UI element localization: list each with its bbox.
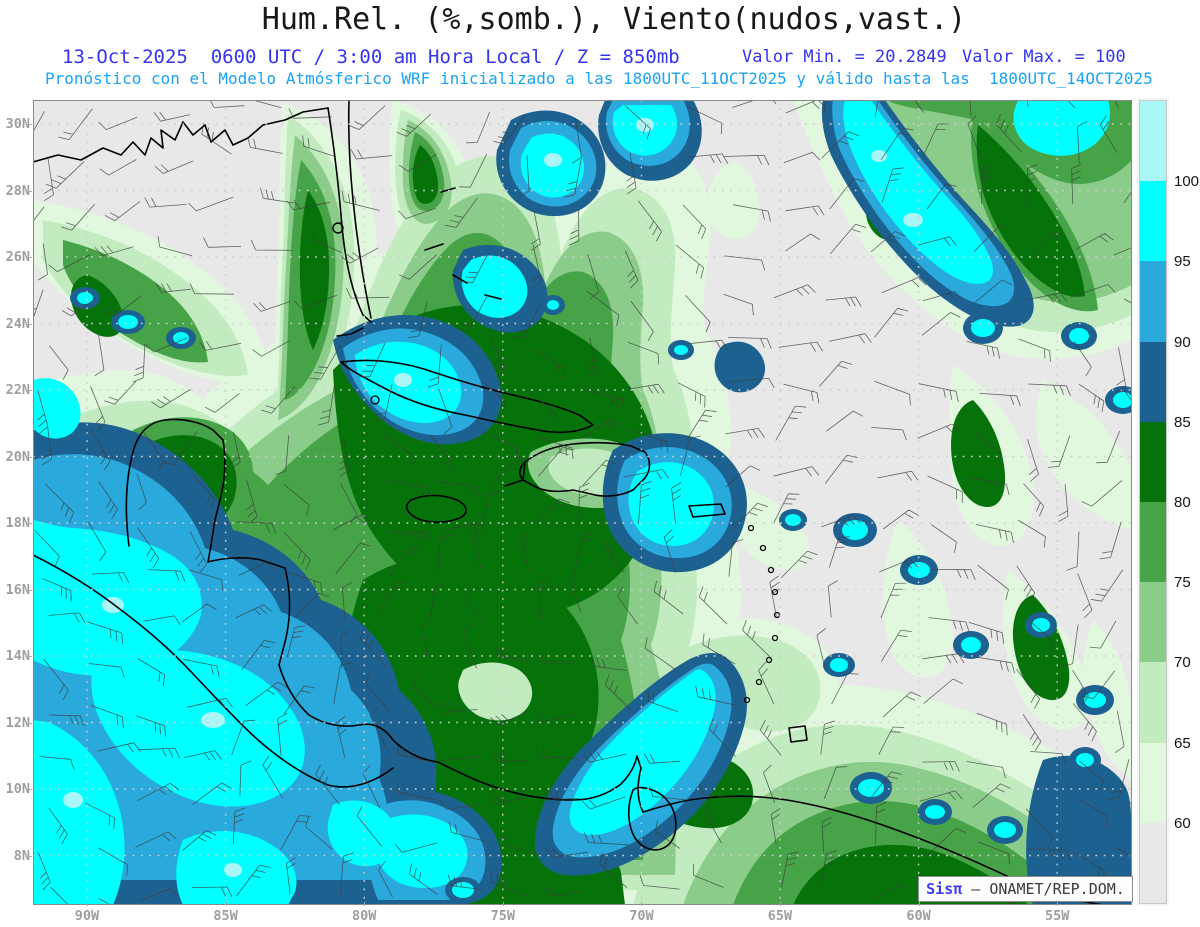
lat-tick-label: 24N bbox=[5, 315, 30, 332]
map-frame bbox=[33, 100, 1132, 905]
colorbar-segment bbox=[1140, 822, 1166, 903]
colorbar-tick-label: 70 bbox=[1174, 654, 1191, 672]
lat-tick-mark bbox=[28, 323, 32, 325]
colorbar-segment bbox=[1140, 501, 1166, 583]
contour-fills bbox=[33, 100, 1132, 905]
map-area bbox=[33, 100, 1132, 905]
lat-tick-label: 18N bbox=[5, 515, 30, 531]
humidity-wind-map bbox=[33, 100, 1132, 905]
colorbar-segment bbox=[1140, 421, 1166, 502]
colorbar-segment bbox=[1140, 742, 1166, 823]
lat-tick-mark bbox=[28, 124, 32, 125]
lat-tick-mark bbox=[28, 589, 32, 591]
lat-tick-label: 10N bbox=[5, 781, 30, 797]
lon-tick-mark bbox=[1057, 902, 1059, 906]
lon-tick-mark bbox=[502, 902, 504, 906]
attribution-box: Sisπ – ONAMET/REP.DOM. bbox=[918, 876, 1133, 902]
lon-tick-label: 55W bbox=[1044, 908, 1070, 924]
subtitle-row: 13-Oct-2025 0600 UTC / 3:00 am Hora Loca… bbox=[0, 46, 1200, 68]
colorbar-tick-label: 65 bbox=[1174, 734, 1191, 752]
datetime-label: 13-Oct-2025 0600 UTC / 3:00 am Hora Loca… bbox=[62, 46, 680, 68]
lat-tick-label: 22N bbox=[5, 382, 30, 398]
colorbar-tick-label: 80 bbox=[1174, 494, 1191, 511]
lat-tick-mark bbox=[28, 722, 32, 724]
lon-tick-label: 75W bbox=[490, 908, 515, 924]
lon-tick-label: 65W bbox=[767, 908, 793, 924]
lat-tick-label: 12N bbox=[5, 714, 30, 731]
lon-tick-mark bbox=[641, 902, 643, 906]
lon-tick-mark bbox=[780, 902, 781, 906]
lon-tick-mark bbox=[364, 902, 366, 906]
lon-tick-label: 90W bbox=[74, 908, 100, 924]
lon-tick-mark bbox=[225, 902, 227, 906]
lat-tick-label: 20N bbox=[5, 448, 30, 465]
lat-tick-label: 30N bbox=[5, 116, 30, 132]
lat-tick-mark bbox=[28, 456, 32, 458]
grid-lines bbox=[33, 100, 1132, 905]
lat-tick-label: 8N bbox=[13, 847, 30, 864]
lat-tick-mark bbox=[28, 190, 32, 192]
colorbar-tick-label: 90 bbox=[1174, 333, 1191, 351]
lat-tick-mark bbox=[28, 390, 32, 391]
wind-barbs bbox=[33, 100, 1132, 905]
colorbar-tick-label: 85 bbox=[1174, 413, 1191, 431]
colorbar-segment bbox=[1140, 261, 1166, 342]
lat-tick-mark bbox=[28, 789, 32, 790]
lat-tick-mark bbox=[28, 257, 32, 258]
lon-tick-label: 60W bbox=[906, 908, 931, 924]
colorbar-segment bbox=[1140, 662, 1166, 743]
colorbar-segment bbox=[1140, 582, 1166, 663]
colorbar-segment bbox=[1140, 341, 1166, 422]
colorbar-tick-label: 95 bbox=[1174, 253, 1191, 271]
lon-tick-label: 85W bbox=[213, 908, 238, 924]
colorbar-tick-label: 75 bbox=[1174, 574, 1191, 592]
lat-tick-mark bbox=[28, 855, 32, 857]
colorbar-segment bbox=[1140, 181, 1166, 262]
page-title: Hum.Rel. (%,somb.), Viento(nudos,vast.) bbox=[261, 2, 967, 37]
lat-tick-label: 28N bbox=[5, 182, 30, 199]
colorbar-tick-label: 60 bbox=[1174, 814, 1191, 832]
value-max-label: Valor Max. = 100 bbox=[962, 47, 1126, 67]
lon-tick-mark bbox=[87, 902, 88, 906]
lat-tick-mark bbox=[28, 523, 32, 524]
lat-tick-label: 16N bbox=[5, 581, 30, 598]
lat-tick-label: 14N bbox=[5, 648, 30, 664]
lon-tick-label: 80W bbox=[351, 908, 377, 924]
colorbar-segment bbox=[1140, 101, 1166, 182]
value-min-label: Valor Min. = 20.2849 bbox=[742, 47, 947, 67]
agency-label: – ONAMET/REP.DOM. bbox=[962, 880, 1125, 898]
forecast-info-label: Pronóstico con el Modelo Atmósferico WRF… bbox=[45, 69, 1153, 88]
lon-tick-label: 70W bbox=[629, 908, 654, 924]
brand-label: Sisπ bbox=[926, 880, 963, 898]
colorbar-tick-label: 100 bbox=[1174, 173, 1200, 191]
lat-tick-mark bbox=[28, 656, 32, 657]
colorbar bbox=[1139, 100, 1167, 904]
lon-tick-mark bbox=[918, 902, 920, 906]
lat-tick-label: 26N bbox=[5, 249, 30, 265]
